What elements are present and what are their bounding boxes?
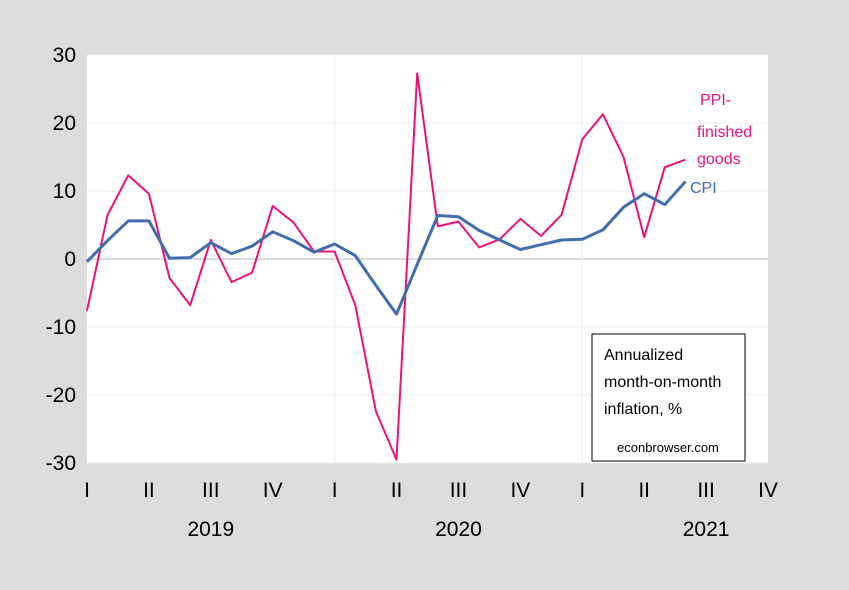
year-label: 2020 [435,518,482,541]
x-tick-label: III [697,479,715,502]
annotation-line: inflation, % [604,401,682,418]
x-tick-label: IV [510,479,530,502]
annotation-text: Annualized month-on-month inflation, % [604,347,721,418]
x-tick-label: IV [263,479,283,502]
annotation-box: Annualized month-on-month inflation, % eco… [591,333,746,462]
x-tick-label: III [202,479,220,502]
x-tick-label: I [84,479,90,502]
y-tick-label: -20 [46,384,76,407]
y-axis-tick-labels: 30 20 10 0 -10 -20 -30 [46,44,76,475]
y-tick-label: 20 [53,112,76,135]
series-label-ppi: PPI- [700,92,731,109]
x-tick-label: II [638,479,650,502]
y-tick-label: 10 [53,180,76,203]
series-labels: PPI-finished goods CPI [690,92,752,197]
series-line [85,180,687,316]
x-tick-label: I [579,479,585,502]
x-tick-label: II [391,479,403,502]
year-label: 2021 [683,518,730,541]
source-label: econbrowser.com [617,440,719,455]
y-tick-label: 30 [53,44,76,67]
x-tick-label: III [450,479,468,502]
year-label: 2019 [187,518,234,541]
series-label-ppi: finished [697,124,752,141]
x-axis-quarter-labels: I II III IV I II III IV I II III IV [84,479,778,502]
series-lines [85,72,687,461]
series-label-ppi: goods [697,151,741,168]
series-label-cpi: CPI [690,180,717,197]
x-tick-label: I [332,479,338,502]
y-tick-label: 0 [64,248,76,271]
x-tick-label: II [143,479,155,502]
annotation-frame [591,333,746,462]
gridlines [87,54,768,464]
x-axis-year-labels: 2019 2020 2021 [187,518,729,541]
series-line [86,72,686,461]
annotation-line: Annualized [604,347,683,364]
annotation-line: month-on-month [604,374,721,391]
x-tick-label: IV [758,479,778,502]
y-tick-label: -30 [46,452,76,475]
y-tick-label: -10 [46,316,76,339]
